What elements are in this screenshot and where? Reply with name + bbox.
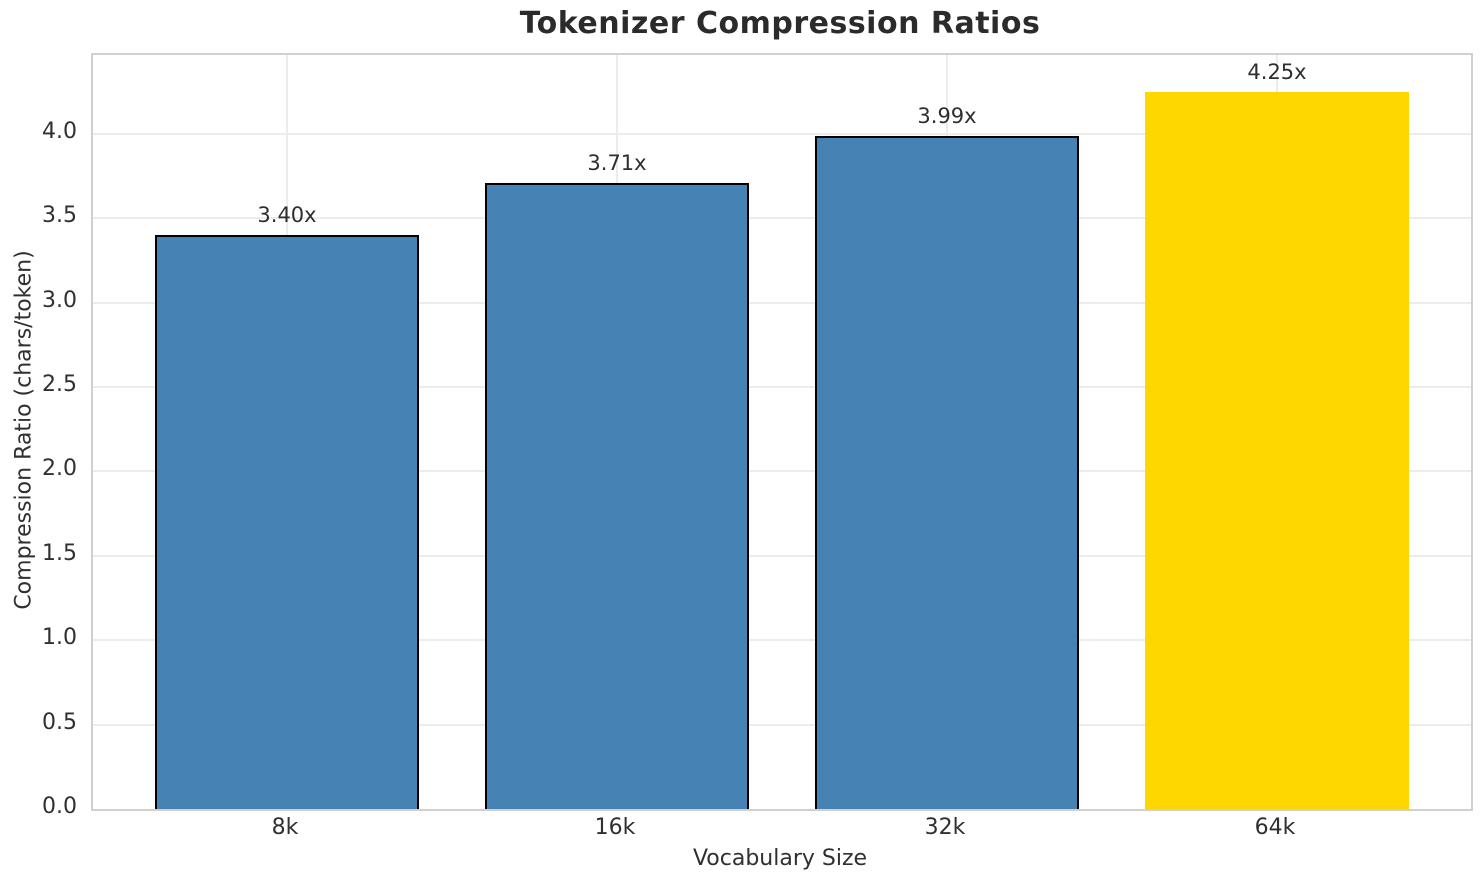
x-tick-label: 8k [271, 815, 299, 840]
y-tick-label: 0.5 [42, 709, 77, 735]
chart-title: Tokenizer Compression Ratios [519, 6, 1041, 41]
bar [155, 235, 419, 809]
bar [1145, 91, 1409, 809]
bar-value-label: 3.71x [587, 150, 647, 175]
y-tick-label: 4.0 [42, 118, 77, 144]
x-axis-label: Vocabulary Size [692, 846, 868, 871]
gridline-horizontal [93, 470, 1471, 473]
gridline-horizontal [93, 554, 1471, 557]
bar-value-label: 4.25x [1247, 59, 1307, 84]
x-tick-label: 16k [594, 815, 636, 840]
plot-area: 3.40x 3.71x 3.99x 4.25x [91, 53, 1473, 811]
y-tick-label: 2.0 [42, 456, 77, 482]
gridline-horizontal [93, 386, 1471, 389]
y-tick-label: 0.0 [42, 794, 77, 819]
y-tick-label: 3.5 [42, 203, 77, 229]
gridline-horizontal [93, 723, 1471, 726]
bar-value-label: 3.99x [917, 103, 977, 128]
x-tick-label: 64k [1254, 815, 1296, 840]
gridline-horizontal [93, 217, 1471, 220]
bar [815, 135, 1079, 809]
bar [485, 182, 749, 809]
y-tick-label: 2.5 [42, 372, 77, 398]
gridline-horizontal [93, 132, 1471, 135]
gridline-horizontal [93, 301, 1471, 304]
y-tick-label: 1.5 [42, 540, 77, 566]
bar-value-label: 3.40x [257, 203, 317, 228]
y-tick-label: 1.0 [42, 625, 77, 651]
x-tick-label: 32k [924, 815, 966, 840]
gridline-horizontal [93, 639, 1471, 642]
y-tick-label: 3.0 [42, 287, 77, 313]
